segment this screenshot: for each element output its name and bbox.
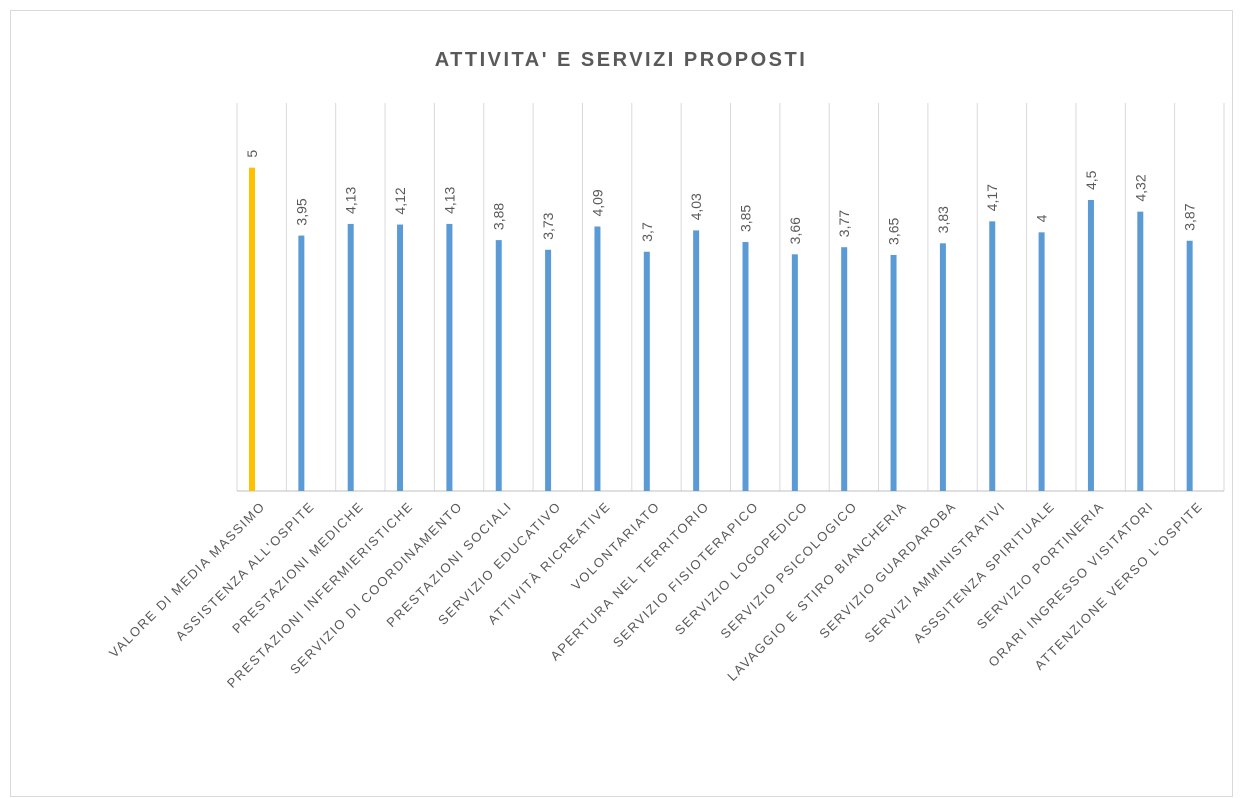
value-label: 4,17 bbox=[984, 184, 1000, 211]
bar bbox=[1137, 211, 1144, 491]
value-label: 3,87 bbox=[1182, 203, 1198, 230]
value-label: 4,32 bbox=[1132, 174, 1148, 201]
value-label: 4,5 bbox=[1083, 170, 1099, 190]
value-label: 5 bbox=[244, 150, 260, 158]
chart-frame bbox=[10, 10, 1233, 797]
value-label: 4 bbox=[1034, 214, 1050, 222]
bar bbox=[545, 249, 552, 491]
bar bbox=[1038, 232, 1045, 492]
bar bbox=[939, 243, 946, 491]
value-label: 4,13 bbox=[441, 186, 457, 213]
bar bbox=[495, 240, 502, 491]
bar bbox=[989, 221, 996, 491]
bar bbox=[249, 167, 255, 491]
value-label: 4,13 bbox=[343, 186, 359, 213]
bar bbox=[791, 254, 798, 491]
value-label: 3,85 bbox=[738, 205, 754, 232]
value-label: 3,95 bbox=[293, 198, 309, 225]
value-label: 4,03 bbox=[688, 193, 704, 220]
bar bbox=[347, 223, 354, 491]
bar bbox=[742, 242, 749, 491]
bar bbox=[693, 230, 700, 492]
value-label: 3,77 bbox=[836, 210, 852, 237]
value-label: 3,65 bbox=[886, 218, 902, 245]
value-label: 3,83 bbox=[935, 206, 951, 233]
value-label: 3,7 bbox=[639, 222, 655, 242]
value-label: 3,88 bbox=[491, 203, 507, 230]
bar bbox=[1186, 240, 1193, 491]
bar bbox=[298, 235, 305, 491]
bar bbox=[841, 247, 848, 491]
value-label: 3,66 bbox=[787, 217, 803, 244]
bar bbox=[397, 224, 404, 491]
bar bbox=[446, 223, 453, 491]
value-label: 3,73 bbox=[540, 212, 556, 239]
bar bbox=[1087, 200, 1094, 491]
bar bbox=[890, 254, 897, 491]
value-label: 4,12 bbox=[392, 187, 408, 214]
bar bbox=[594, 226, 601, 491]
chart-title: ATTIVITA' E SERVIZI PROPOSTI bbox=[435, 49, 808, 71]
bar bbox=[643, 251, 650, 491]
value-label: 4,09 bbox=[589, 189, 605, 216]
